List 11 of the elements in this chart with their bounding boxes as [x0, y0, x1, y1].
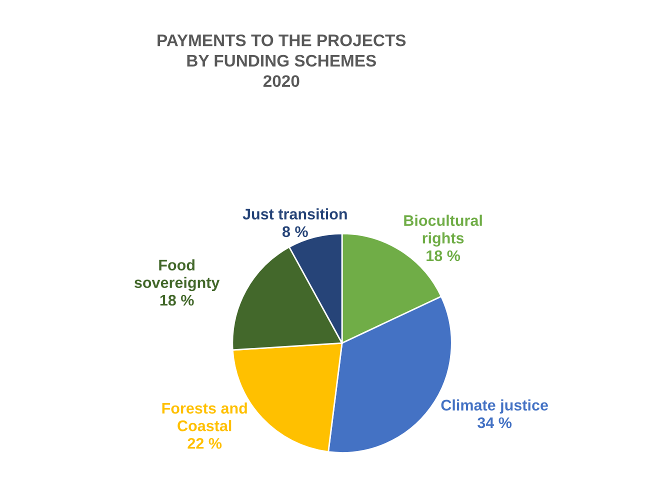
data-label: 22 %	[188, 438, 222, 449]
slice-label: Food sovereignty	[134, 259, 220, 292]
chart-title: PAYMENTS TO THE PROJECTS BY FUNDING SCHEMES 2020	[158, 34, 406, 87]
slice-label: Biocultural rights	[404, 214, 482, 247]
data-label: 34 %	[478, 417, 512, 428]
slice-label: Climate justice	[441, 399, 548, 414]
data-label: 8 %	[282, 226, 308, 238]
data-label: 18 %	[160, 294, 194, 306]
slice-label: Just transition	[242, 208, 347, 220]
slice-label: Forests and Coastal	[162, 402, 247, 432]
data-label: 18 %	[426, 250, 460, 262]
